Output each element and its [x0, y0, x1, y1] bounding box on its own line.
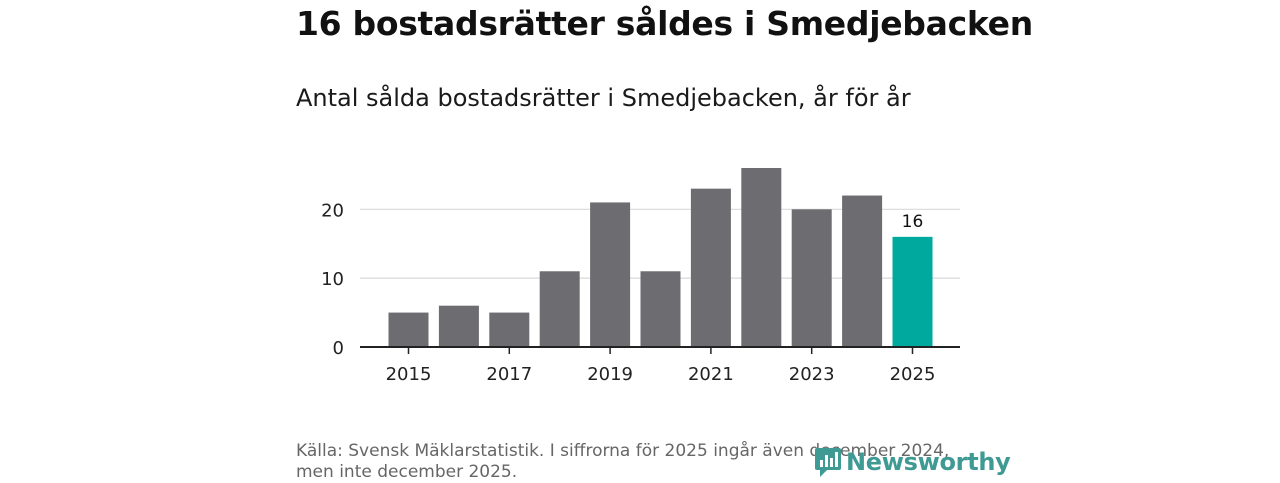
bar-2015 — [388, 312, 429, 347]
bars: 16 — [388, 168, 933, 347]
page-title: 16 bostadsrätter såldes i Smedjebacken — [296, 4, 1033, 43]
x-tick-label: 2025 — [890, 364, 936, 385]
source-note: Källa: Svensk Mäklarstatistik. I siffror… — [296, 441, 956, 483]
bar-2025 — [892, 236, 933, 347]
newsworthy-logo-icon — [815, 448, 841, 477]
axes: 0 10 20 2015 2017 2019 2021 2023 2025 — [321, 200, 960, 385]
x-tick-label: 2015 — [386, 364, 432, 385]
x-tick-label: 2017 — [486, 364, 532, 385]
x-tick-label: 2019 — [587, 364, 633, 385]
source-line-1: Källa: Svensk Mäklarstatistik. I siffror… — [296, 441, 950, 461]
source-line-2: men inte december 2025. — [296, 462, 518, 482]
chart-subtitle: Antal sålda bostadsrätter i Smedjebacken… — [296, 84, 911, 112]
bar-2019 — [590, 202, 631, 347]
bar-2024 — [842, 195, 883, 347]
y-tick-label: 20 — [321, 200, 344, 221]
x-tick-label: 2021 — [688, 364, 734, 385]
y-tick-label: 0 — [333, 338, 344, 359]
bar-2016 — [438, 305, 479, 347]
x-tick-label: 2023 — [789, 364, 835, 385]
newsworthy-logo: Newsworthy — [814, 446, 1011, 478]
logo-text: Newsworthy — [846, 448, 1011, 476]
data-label-2025: 16 — [902, 212, 924, 232]
bar-2018 — [539, 271, 580, 347]
bar-2021 — [690, 188, 731, 347]
bar-2022 — [741, 168, 782, 347]
bar-2023 — [791, 209, 832, 347]
y-tick-label: 10 — [321, 269, 344, 290]
bar-2020 — [640, 271, 681, 347]
bar-2017 — [489, 312, 530, 347]
